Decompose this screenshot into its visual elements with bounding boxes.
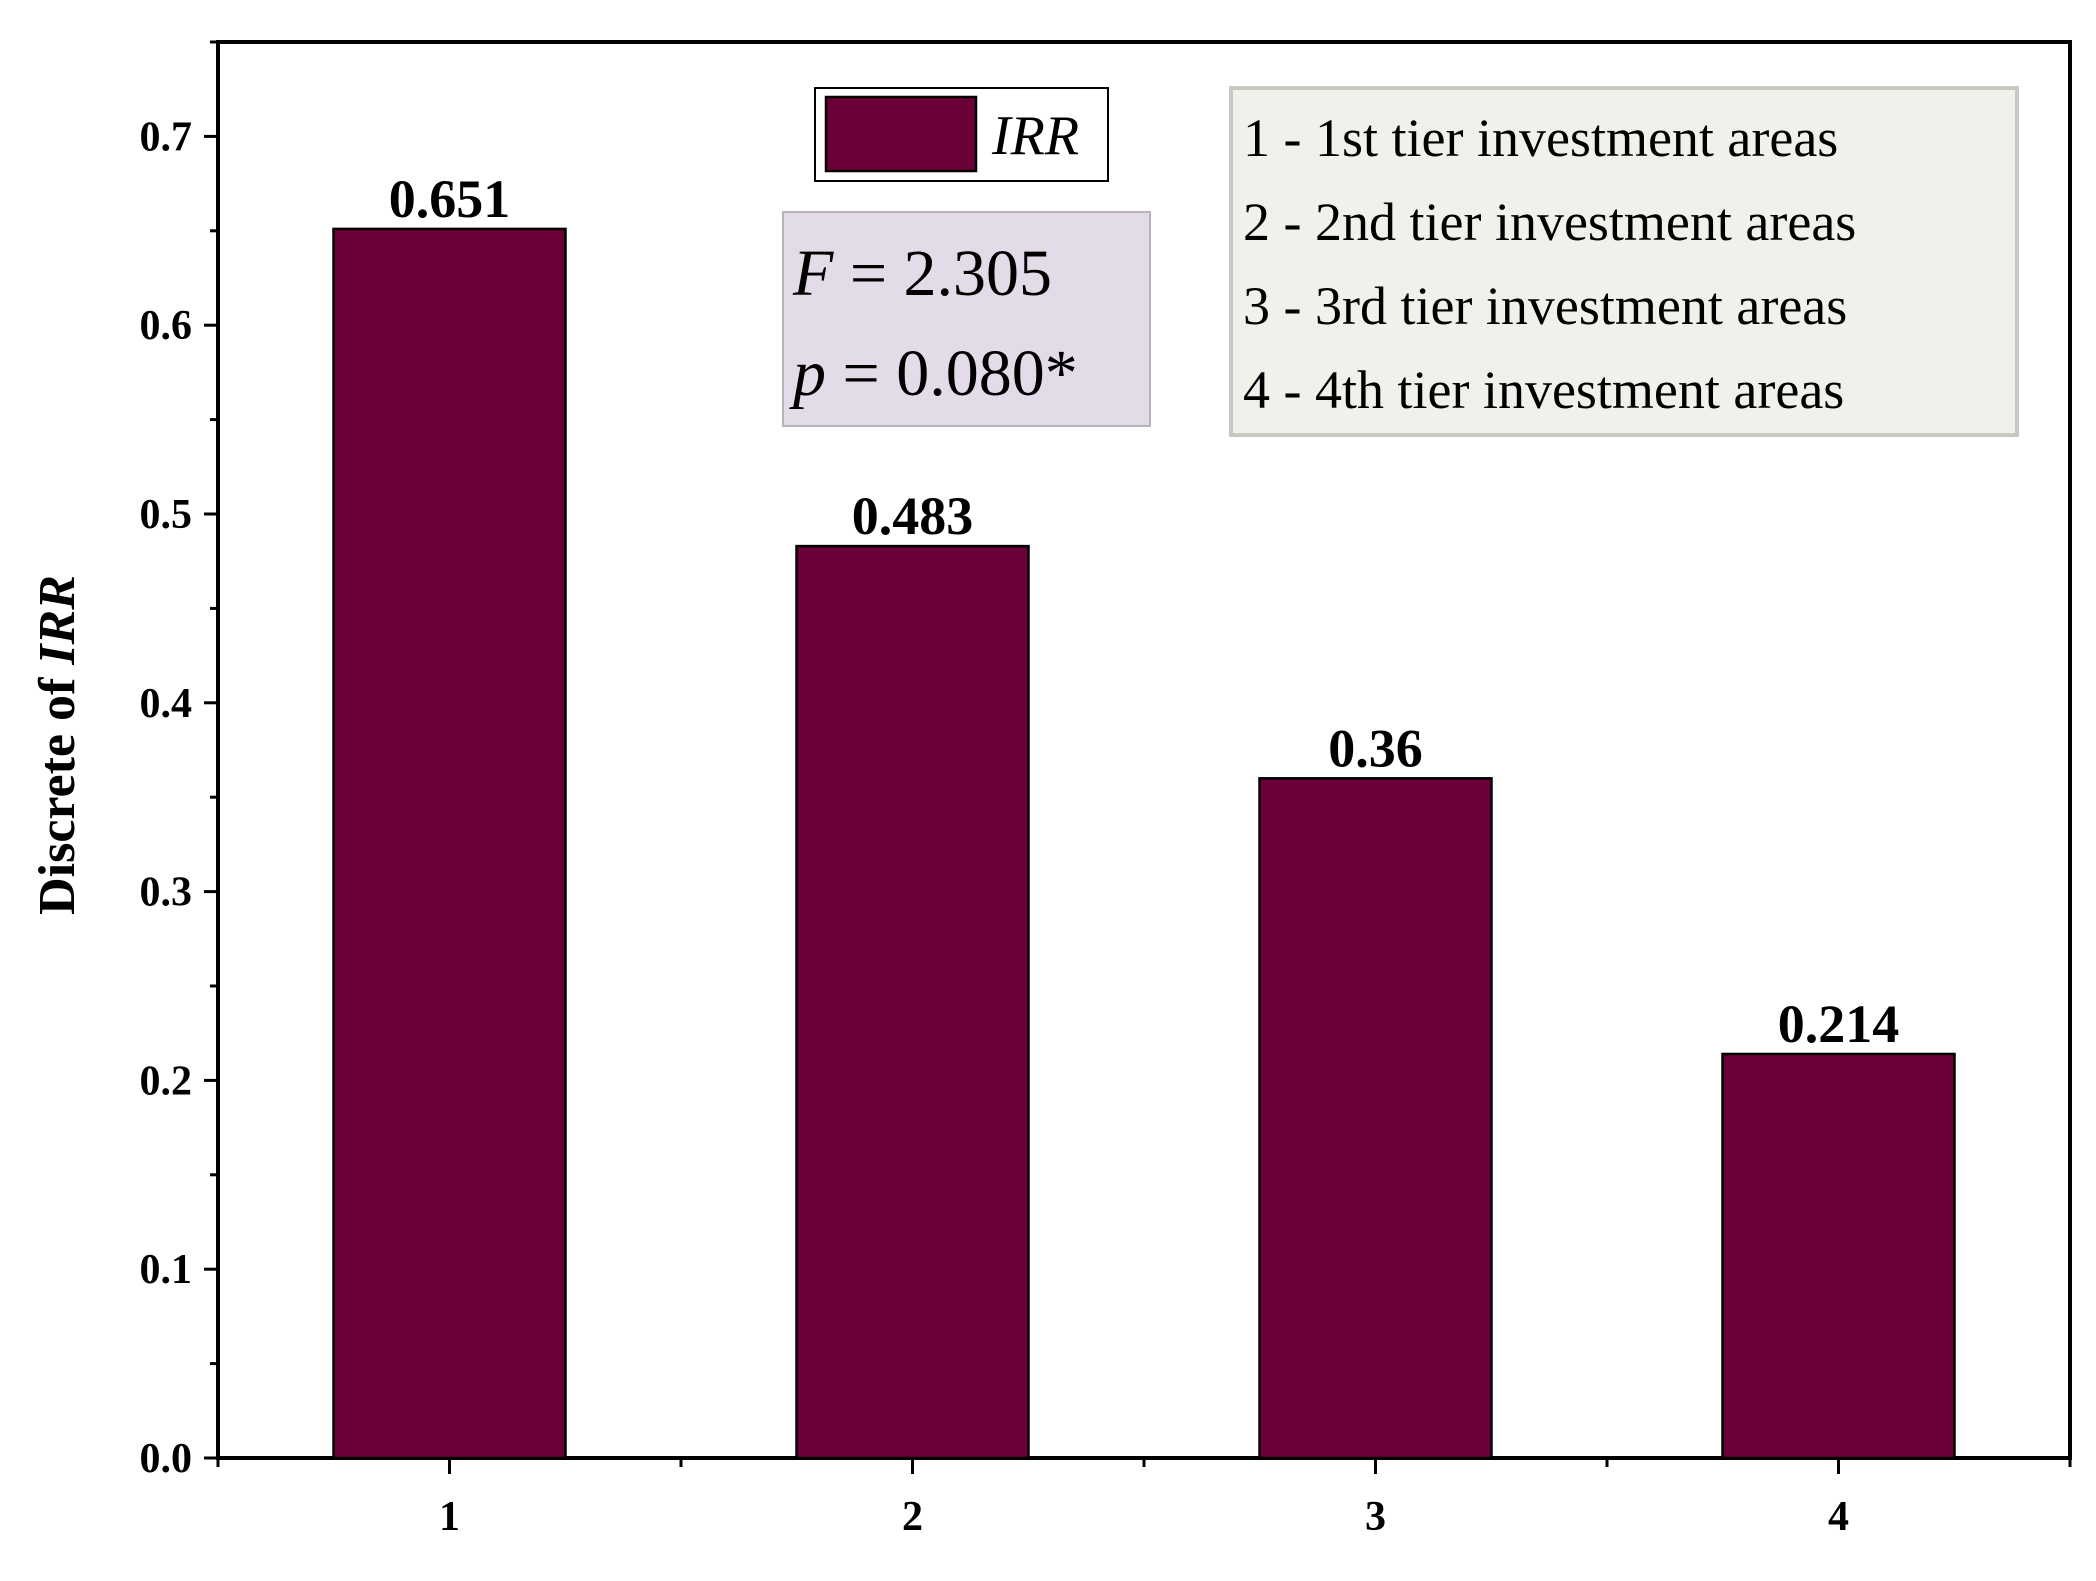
category-key-item-1: 1 - 1st tier investment areas: [1243, 108, 1838, 168]
x-axis: 1 2 3 4: [216, 1458, 2072, 1540]
bar: [795, 544, 1030, 1460]
bar: [1258, 777, 1493, 1460]
stats-p-line: p = 0.080*: [789, 337, 1078, 410]
x-tick-label: 3: [1365, 1494, 1386, 1540]
category-key-item-3: 3 - 3rd tier investment areas: [1243, 276, 1847, 336]
stats-f-value: = 2.305: [833, 237, 1052, 310]
y-tick-label: 0.5: [140, 492, 193, 538]
category-key-item-2: 2 - 2nd tier investment areas: [1243, 192, 1856, 252]
bars: [332, 227, 1956, 1460]
data-label: 0.483: [852, 486, 974, 546]
data-labels: 0.651 0.483 0.36 0.214: [389, 169, 1900, 1054]
stats-box: F = 2.305 p = 0.080*: [782, 211, 1151, 427]
x-tick-label: 4: [1828, 1494, 1849, 1540]
legend-label: IRR: [991, 105, 1079, 167]
y-tick-label: 0.2: [140, 1058, 193, 1104]
y-axis-title: Discrete of IRR: [29, 575, 86, 915]
y-axis-title-italic: IRR: [29, 575, 86, 666]
stats-f-line: F = 2.305: [792, 237, 1052, 310]
category-key-background: [1229, 86, 2019, 437]
category-key: 1 - 1st tier investment areas 2 - 2nd ti…: [1229, 86, 2019, 437]
bar: [1721, 1052, 1956, 1460]
stats-background: [782, 211, 1151, 427]
stats-f-symbol: F: [792, 237, 834, 310]
y-tick-label: 0.3: [140, 870, 193, 916]
bar: [332, 227, 567, 1460]
data-label: 0.36: [1328, 718, 1423, 778]
stats-p-symbol: p: [789, 337, 826, 410]
x-tick-label: 2: [902, 1494, 923, 1540]
y-tick-label: 0.0: [140, 1436, 193, 1482]
legend-swatch: [824, 95, 978, 173]
legend: IRR: [814, 87, 1109, 182]
y-tick-label: 0.4: [140, 681, 193, 727]
data-label: 0.651: [389, 169, 511, 229]
y-axis: 0.0 0.1 0.2 0.3 0.4 0.5 0.6 0.7: [140, 40, 218, 1482]
data-label: 0.214: [1778, 994, 1900, 1054]
y-tick-label: 0.7: [140, 114, 193, 160]
y-axis-title-prefix: Discrete of: [29, 665, 86, 915]
x-tick-label: 1: [439, 1494, 460, 1540]
category-key-item-4: 4 - 4th tier investment areas: [1243, 360, 1844, 420]
y-tick-label: 0.6: [140, 303, 193, 349]
stats-p-value: = 0.080*: [826, 337, 1078, 410]
y-tick-label: 0.1: [140, 1247, 193, 1293]
